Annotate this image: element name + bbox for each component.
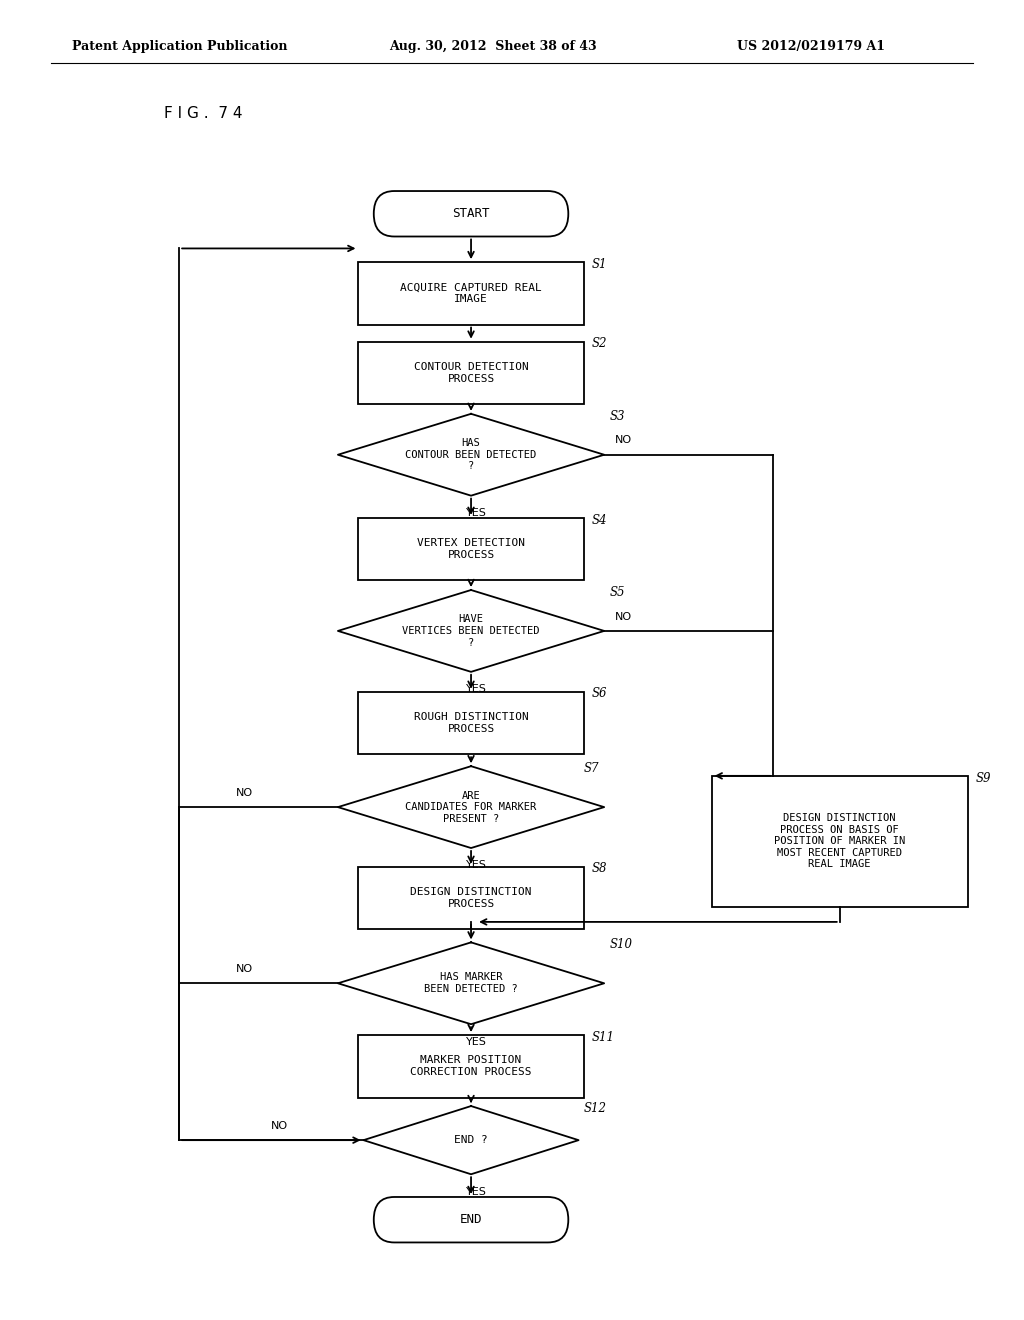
Text: S10: S10: [609, 939, 632, 950]
Bar: [712, 776, 968, 907]
Text: ROUGH DISTINCTION
PROCESS: ROUGH DISTINCTION PROCESS: [414, 713, 528, 734]
Bar: [358, 1035, 584, 1097]
Text: DESIGN DISTINCTION
PROCESS ON BASIS OF
POSITION OF MARKER IN
MOST RECENT CAPTURE: DESIGN DISTINCTION PROCESS ON BASIS OF P…: [774, 813, 905, 870]
Bar: [358, 517, 584, 581]
Text: S3: S3: [609, 409, 625, 422]
Text: NO: NO: [236, 964, 253, 974]
Text: VERTEX DETECTION
PROCESS: VERTEX DETECTION PROCESS: [417, 539, 525, 560]
Text: ACQUIRE CAPTURED REAL
IMAGE: ACQUIRE CAPTURED REAL IMAGE: [400, 282, 542, 304]
Text: NO: NO: [614, 436, 632, 445]
Text: S4: S4: [592, 513, 607, 527]
Text: YES: YES: [466, 1187, 486, 1197]
Text: S2: S2: [592, 338, 607, 350]
Text: S12: S12: [584, 1102, 606, 1114]
Text: MARKER POSITION
CORRECTION PROCESS: MARKER POSITION CORRECTION PROCESS: [411, 1056, 531, 1077]
Bar: [358, 263, 584, 325]
Text: S11: S11: [592, 1031, 614, 1044]
Bar: [358, 867, 584, 929]
Text: NO: NO: [614, 611, 632, 622]
Text: S6: S6: [592, 688, 607, 701]
FancyBboxPatch shape: [374, 1197, 568, 1242]
Text: US 2012/0219179 A1: US 2012/0219179 A1: [737, 40, 886, 53]
Text: CONTOUR DETECTION
PROCESS: CONTOUR DETECTION PROCESS: [414, 362, 528, 384]
Text: HAS
CONTOUR BEEN DETECTED
?: HAS CONTOUR BEEN DETECTED ?: [406, 438, 537, 471]
Text: YES: YES: [466, 1036, 486, 1047]
Text: END ?: END ?: [455, 1135, 487, 1146]
Text: YES: YES: [466, 684, 486, 694]
Text: HAS MARKER
BEEN DETECTED ?: HAS MARKER BEEN DETECTED ?: [424, 973, 518, 994]
Bar: [358, 342, 584, 404]
Text: ARE
CANDIDATES FOR MARKER
PRESENT ?: ARE CANDIDATES FOR MARKER PRESENT ?: [406, 791, 537, 824]
Text: Aug. 30, 2012  Sheet 38 of 43: Aug. 30, 2012 Sheet 38 of 43: [389, 40, 597, 53]
Text: NO: NO: [236, 788, 253, 797]
Text: S9: S9: [976, 771, 991, 784]
Text: S5: S5: [609, 586, 625, 599]
Text: Patent Application Publication: Patent Application Publication: [72, 40, 287, 53]
FancyBboxPatch shape: [374, 191, 568, 236]
Text: DESIGN DISTINCTION
PROCESS: DESIGN DISTINCTION PROCESS: [411, 887, 531, 909]
Text: S1: S1: [592, 257, 607, 271]
Text: END: END: [460, 1213, 482, 1226]
Text: NO: NO: [271, 1121, 289, 1131]
Text: YES: YES: [466, 861, 486, 870]
Text: F I G .  7 4: F I G . 7 4: [164, 106, 243, 121]
Text: S8: S8: [592, 862, 607, 875]
Text: START: START: [453, 207, 489, 220]
Text: YES: YES: [466, 508, 486, 519]
Bar: [358, 692, 584, 754]
Text: S7: S7: [584, 762, 599, 775]
Text: HAVE
VERTICES BEEN DETECTED
?: HAVE VERTICES BEEN DETECTED ?: [402, 614, 540, 648]
